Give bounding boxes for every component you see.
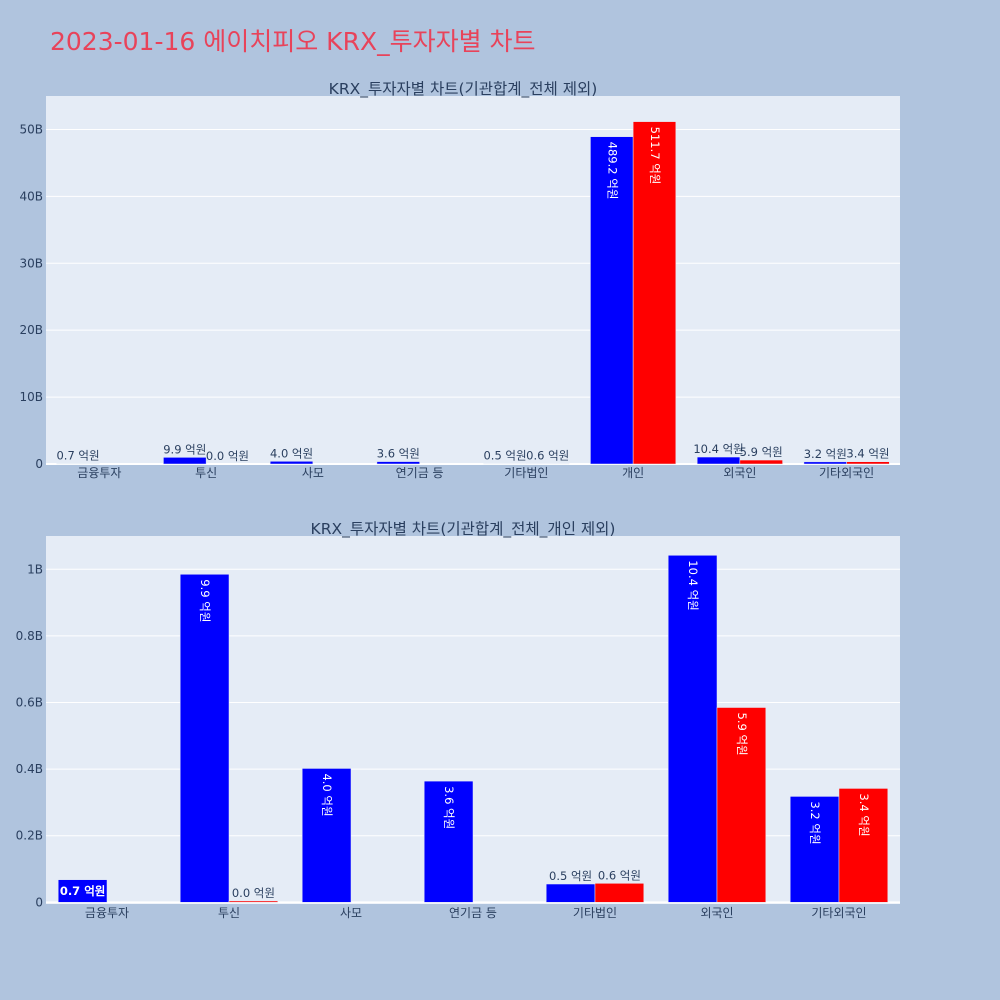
x-tick-label: 연기금 등 [449, 906, 497, 920]
data-label: 0.5 억원 [483, 449, 526, 463]
bar [57, 879, 108, 903]
bar [545, 883, 596, 903]
bar [803, 461, 847, 465]
x-tick-label: 외국인 [723, 466, 756, 480]
data-label: 3.4 억원 [857, 793, 871, 836]
bar [696, 456, 741, 465]
chart-title: KRX_투자자별 차트(기관합계_전체_개인 제외) [311, 520, 616, 539]
bar [739, 459, 783, 465]
y-tick-label: 50B [19, 122, 43, 136]
chart-top: 0 10B 20B 30B 40B 50B KRX_투자자별 차트(기관합계_전체 제외) 금… [19, 80, 900, 480]
data-label: 10.4 억원 [686, 560, 700, 610]
data-label: 9.9 억원 [198, 579, 212, 622]
x-tick-label: 기타법인 [504, 466, 548, 480]
data-label: 3.4 억원 [846, 447, 889, 461]
chart-title: KRX_투자자별 차트(기관합계_전체 제외) [329, 80, 598, 99]
bar [423, 780, 474, 903]
data-label: 511.7 억원 [648, 127, 662, 185]
bar [594, 883, 645, 903]
data-label: 0.7 억원 [56, 449, 99, 463]
data-label: 3.6 억원 [442, 786, 456, 829]
x-tick-label: 사모 [302, 466, 324, 480]
data-label: 5.9 억원 [740, 445, 783, 459]
y-tick-label: 0 [35, 895, 43, 909]
y-tick-label: 0.4B [16, 762, 43, 776]
x-tick-label: 사모 [340, 906, 362, 920]
data-label: 0.6 억원 [598, 868, 641, 882]
y-tick-label: 0.8B [16, 629, 43, 643]
x-tick-label: 금융투자 [77, 466, 121, 480]
y-tick-label: 0.6B [16, 696, 43, 710]
data-label: 3.2 억원 [804, 447, 847, 461]
data-label: 4.0 억원 [270, 446, 313, 460]
data-label: 4.0 억원 [320, 773, 334, 816]
bar [667, 555, 718, 903]
bar [163, 457, 207, 465]
bar [376, 461, 420, 465]
x-tick-label: 기타법인 [573, 906, 617, 920]
data-label: 10.4 억원 [693, 442, 743, 456]
y-tick-label: 0 [35, 457, 43, 471]
y-tick-label: 40B [19, 189, 43, 203]
bar [228, 900, 279, 903]
data-label: 0.0 억원 [232, 886, 275, 900]
bar [716, 707, 767, 903]
data-label: 3.2 억원 [808, 801, 822, 844]
x-tick-label: 투신 [218, 906, 240, 920]
x-tick-label: 기타외국인 [811, 906, 866, 920]
bar [269, 461, 314, 465]
data-label: 9.9 억원 [163, 442, 206, 456]
bar [301, 768, 352, 903]
bar [632, 121, 677, 465]
x-tick-label: 개인 [622, 466, 644, 480]
y-tick-label: 20B [19, 323, 43, 337]
plot-area [46, 96, 900, 464]
x-tick-label: 연기금 등 [396, 466, 444, 480]
data-label: 5.9 억원 [735, 713, 749, 756]
data-label: 0.0 억원 [206, 449, 249, 463]
data-label: 3.6 억원 [377, 447, 420, 461]
data-label: 0.5 억원 [549, 869, 592, 883]
y-tick-label: 10B [19, 390, 43, 404]
page-title: 2023-01-16 에이치피오 KRX_투자자별 차트 [50, 27, 536, 56]
x-tick-label: 금융투자 [85, 906, 129, 920]
x-tick-label: 외국인 [700, 906, 733, 920]
data-label: 0.6 억원 [526, 449, 569, 463]
bar [179, 574, 230, 903]
x-tick-label: 기타외국인 [819, 466, 874, 480]
data-label: 489.2 억원 [605, 142, 619, 200]
bar [838, 788, 889, 903]
y-tick-label: 0.2B [16, 829, 43, 843]
chart-bottom: 0 0.2B 0.4B 0.6B 0.8B 1B KRX_투자자별 차트(기관합계_전체_개… [16, 520, 900, 920]
x-tick-label: 투신 [195, 466, 217, 480]
bar [846, 461, 890, 465]
y-tick-label: 30B [19, 256, 43, 270]
data-label: 0.7 억원 [60, 884, 106, 898]
y-tick-label: 1B [27, 562, 43, 576]
